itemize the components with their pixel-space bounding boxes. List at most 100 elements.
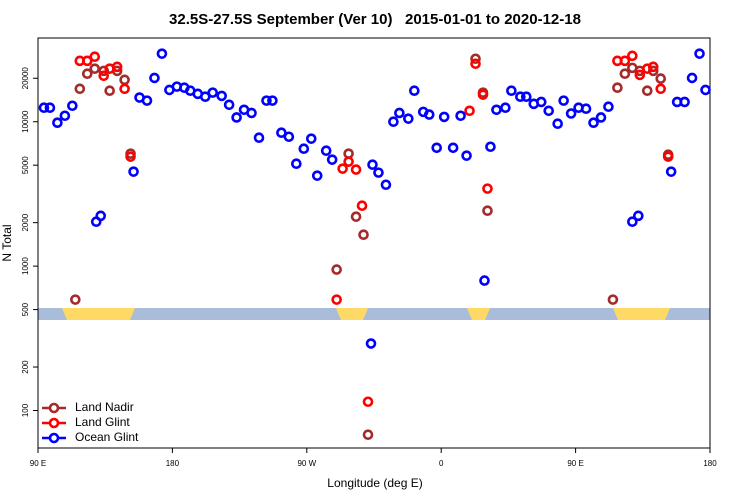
x-tick-label: 180 bbox=[166, 459, 180, 468]
data-point bbox=[438, 111, 450, 123]
data-point bbox=[81, 68, 93, 80]
y-tick-label: 10000 bbox=[21, 110, 30, 133]
data-point bbox=[149, 72, 160, 84]
data-point bbox=[350, 211, 362, 222]
data-point bbox=[491, 104, 502, 116]
data-point bbox=[373, 167, 384, 178]
data-point bbox=[358, 229, 369, 241]
data-point bbox=[52, 117, 63, 129]
data-point bbox=[261, 95, 272, 106]
data-point bbox=[515, 91, 526, 103]
data-point bbox=[700, 84, 711, 96]
data-point bbox=[447, 142, 459, 154]
data-point bbox=[98, 70, 110, 82]
data-point bbox=[74, 83, 86, 95]
y-tick-label: 100 bbox=[21, 403, 30, 417]
data-point bbox=[423, 109, 435, 120]
data-point bbox=[521, 91, 532, 103]
data-point bbox=[337, 163, 348, 174]
y-tick-label: 1000 bbox=[21, 257, 30, 275]
data-point bbox=[141, 95, 153, 106]
data-point bbox=[506, 85, 517, 96]
data-point bbox=[455, 110, 466, 122]
data-point bbox=[470, 53, 481, 65]
x-tick-label: 90 E bbox=[30, 459, 46, 468]
data-point bbox=[665, 166, 677, 177]
data-point bbox=[461, 150, 472, 161]
data-point bbox=[111, 61, 123, 73]
land-strip bbox=[62, 308, 135, 320]
data-point bbox=[104, 85, 115, 96]
data-point bbox=[125, 151, 136, 162]
data-point bbox=[470, 58, 481, 70]
data-point bbox=[603, 101, 614, 113]
x-tick-label: 90 E bbox=[567, 459, 583, 468]
y-tick-label: 500 bbox=[21, 302, 30, 316]
data-point bbox=[580, 103, 592, 115]
data-point bbox=[633, 210, 644, 222]
data-point bbox=[119, 74, 130, 86]
data-point bbox=[619, 68, 631, 80]
data-point bbox=[686, 72, 698, 84]
legend-label: Land Glint bbox=[75, 415, 130, 429]
legend-label: Land Nadir bbox=[75, 400, 134, 414]
data-point bbox=[216, 90, 227, 102]
data-point bbox=[565, 108, 577, 119]
data-point bbox=[394, 107, 405, 119]
legend-marker bbox=[48, 402, 60, 414]
y-tick-label: 2000 bbox=[21, 213, 30, 231]
data-point bbox=[588, 117, 599, 129]
data-point bbox=[558, 95, 569, 106]
data-point bbox=[246, 107, 257, 119]
data-point bbox=[694, 48, 705, 59]
data-point bbox=[81, 55, 93, 67]
data-point bbox=[59, 110, 71, 122]
legend-marker bbox=[48, 432, 60, 444]
data-point bbox=[38, 102, 50, 114]
data-point bbox=[479, 275, 490, 286]
data-point bbox=[619, 55, 631, 67]
data-point bbox=[311, 170, 323, 181]
data-point bbox=[253, 132, 265, 144]
data-point bbox=[128, 166, 139, 177]
plot-frame bbox=[37, 37, 711, 449]
land-strip bbox=[336, 308, 368, 320]
data-point bbox=[634, 69, 646, 81]
data-point bbox=[305, 133, 317, 144]
data-point bbox=[89, 63, 101, 74]
data-point bbox=[477, 89, 489, 100]
data-point bbox=[44, 102, 56, 114]
data-point bbox=[627, 216, 638, 228]
data-point bbox=[388, 116, 399, 128]
data-point bbox=[365, 338, 377, 349]
data-point bbox=[362, 396, 374, 408]
data-point bbox=[607, 294, 619, 305]
data-point bbox=[67, 100, 78, 112]
data-point bbox=[367, 159, 378, 170]
land-strip bbox=[613, 308, 670, 320]
data-point bbox=[679, 96, 690, 108]
chart-title: 32.5S-27.5S September (Ver 10) 2015-01-0… bbox=[169, 11, 581, 28]
data-point bbox=[431, 142, 443, 154]
y-tick-label: 200 bbox=[21, 360, 30, 374]
data-point bbox=[655, 73, 667, 84]
data-point bbox=[350, 164, 362, 175]
data-point bbox=[223, 99, 235, 111]
data-point bbox=[70, 294, 81, 305]
legend-marker bbox=[48, 417, 60, 429]
data-point bbox=[612, 82, 623, 94]
data-point bbox=[343, 156, 354, 167]
data-point bbox=[356, 200, 368, 212]
data-point bbox=[641, 63, 653, 74]
data-point bbox=[380, 179, 392, 191]
data-point bbox=[662, 151, 674, 162]
x-tick-label: 0 bbox=[439, 459, 444, 468]
data-point bbox=[89, 51, 101, 63]
data-point bbox=[655, 83, 667, 95]
y-tick-label: 5000 bbox=[21, 156, 30, 174]
data-point bbox=[482, 205, 493, 216]
data-point bbox=[641, 85, 653, 96]
data-point bbox=[482, 183, 493, 194]
data-point bbox=[231, 112, 242, 123]
